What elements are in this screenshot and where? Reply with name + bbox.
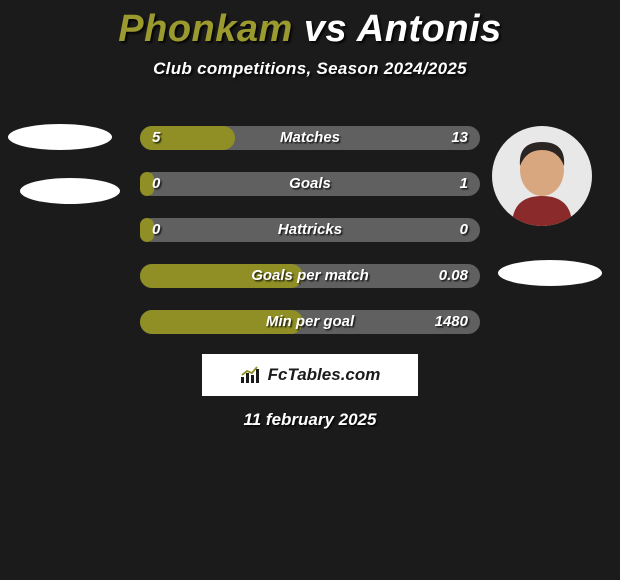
stat-left-value: 0 [152,218,160,242]
stat-right-value: 0.08 [439,264,468,288]
badge-text: FcTables.com [268,365,381,385]
bars-icon [240,366,262,384]
stat-label: Goals [140,172,480,196]
stat-row-4: Min per goal1480 [140,310,480,334]
stat-row-3: Goals per match0.08 [140,264,480,288]
stat-label: Goals per match [140,264,480,288]
title-right: Antonis [357,8,502,50]
stat-left-value: 0 [152,172,160,196]
stat-row-1: Goals0 1 [140,172,480,196]
left-player-name-2 [20,178,120,204]
page-title: Phonkam vs Antonis [0,0,620,51]
stat-right-value: 1 [460,172,468,196]
right-player-avatar [492,126,592,226]
title-vs: vs [293,8,357,50]
stat-left-value: 5 [152,126,160,150]
right-player-name [498,260,602,286]
stat-label: Matches [140,126,480,150]
title-left: Phonkam [118,8,293,50]
stat-right-value: 13 [451,126,468,150]
left-player-name-1 [8,124,112,150]
stat-right-value: 1480 [435,310,468,334]
stat-row-0: Matches5 13 [140,126,480,150]
subtitle: Club competitions, Season 2024/2025 [0,59,620,79]
fctables-badge: FcTables.com [202,354,418,396]
stat-label: Min per goal [140,310,480,334]
stat-right-value: 0 [460,218,468,242]
stat-label: Hattricks [140,218,480,242]
date: 11 february 2025 [0,410,620,430]
stat-bars: Matches513Goals01Hattricks00Goals per ma… [140,126,480,356]
stat-row-2: Hattricks0 0 [140,218,480,242]
avatar-icon [492,126,592,226]
